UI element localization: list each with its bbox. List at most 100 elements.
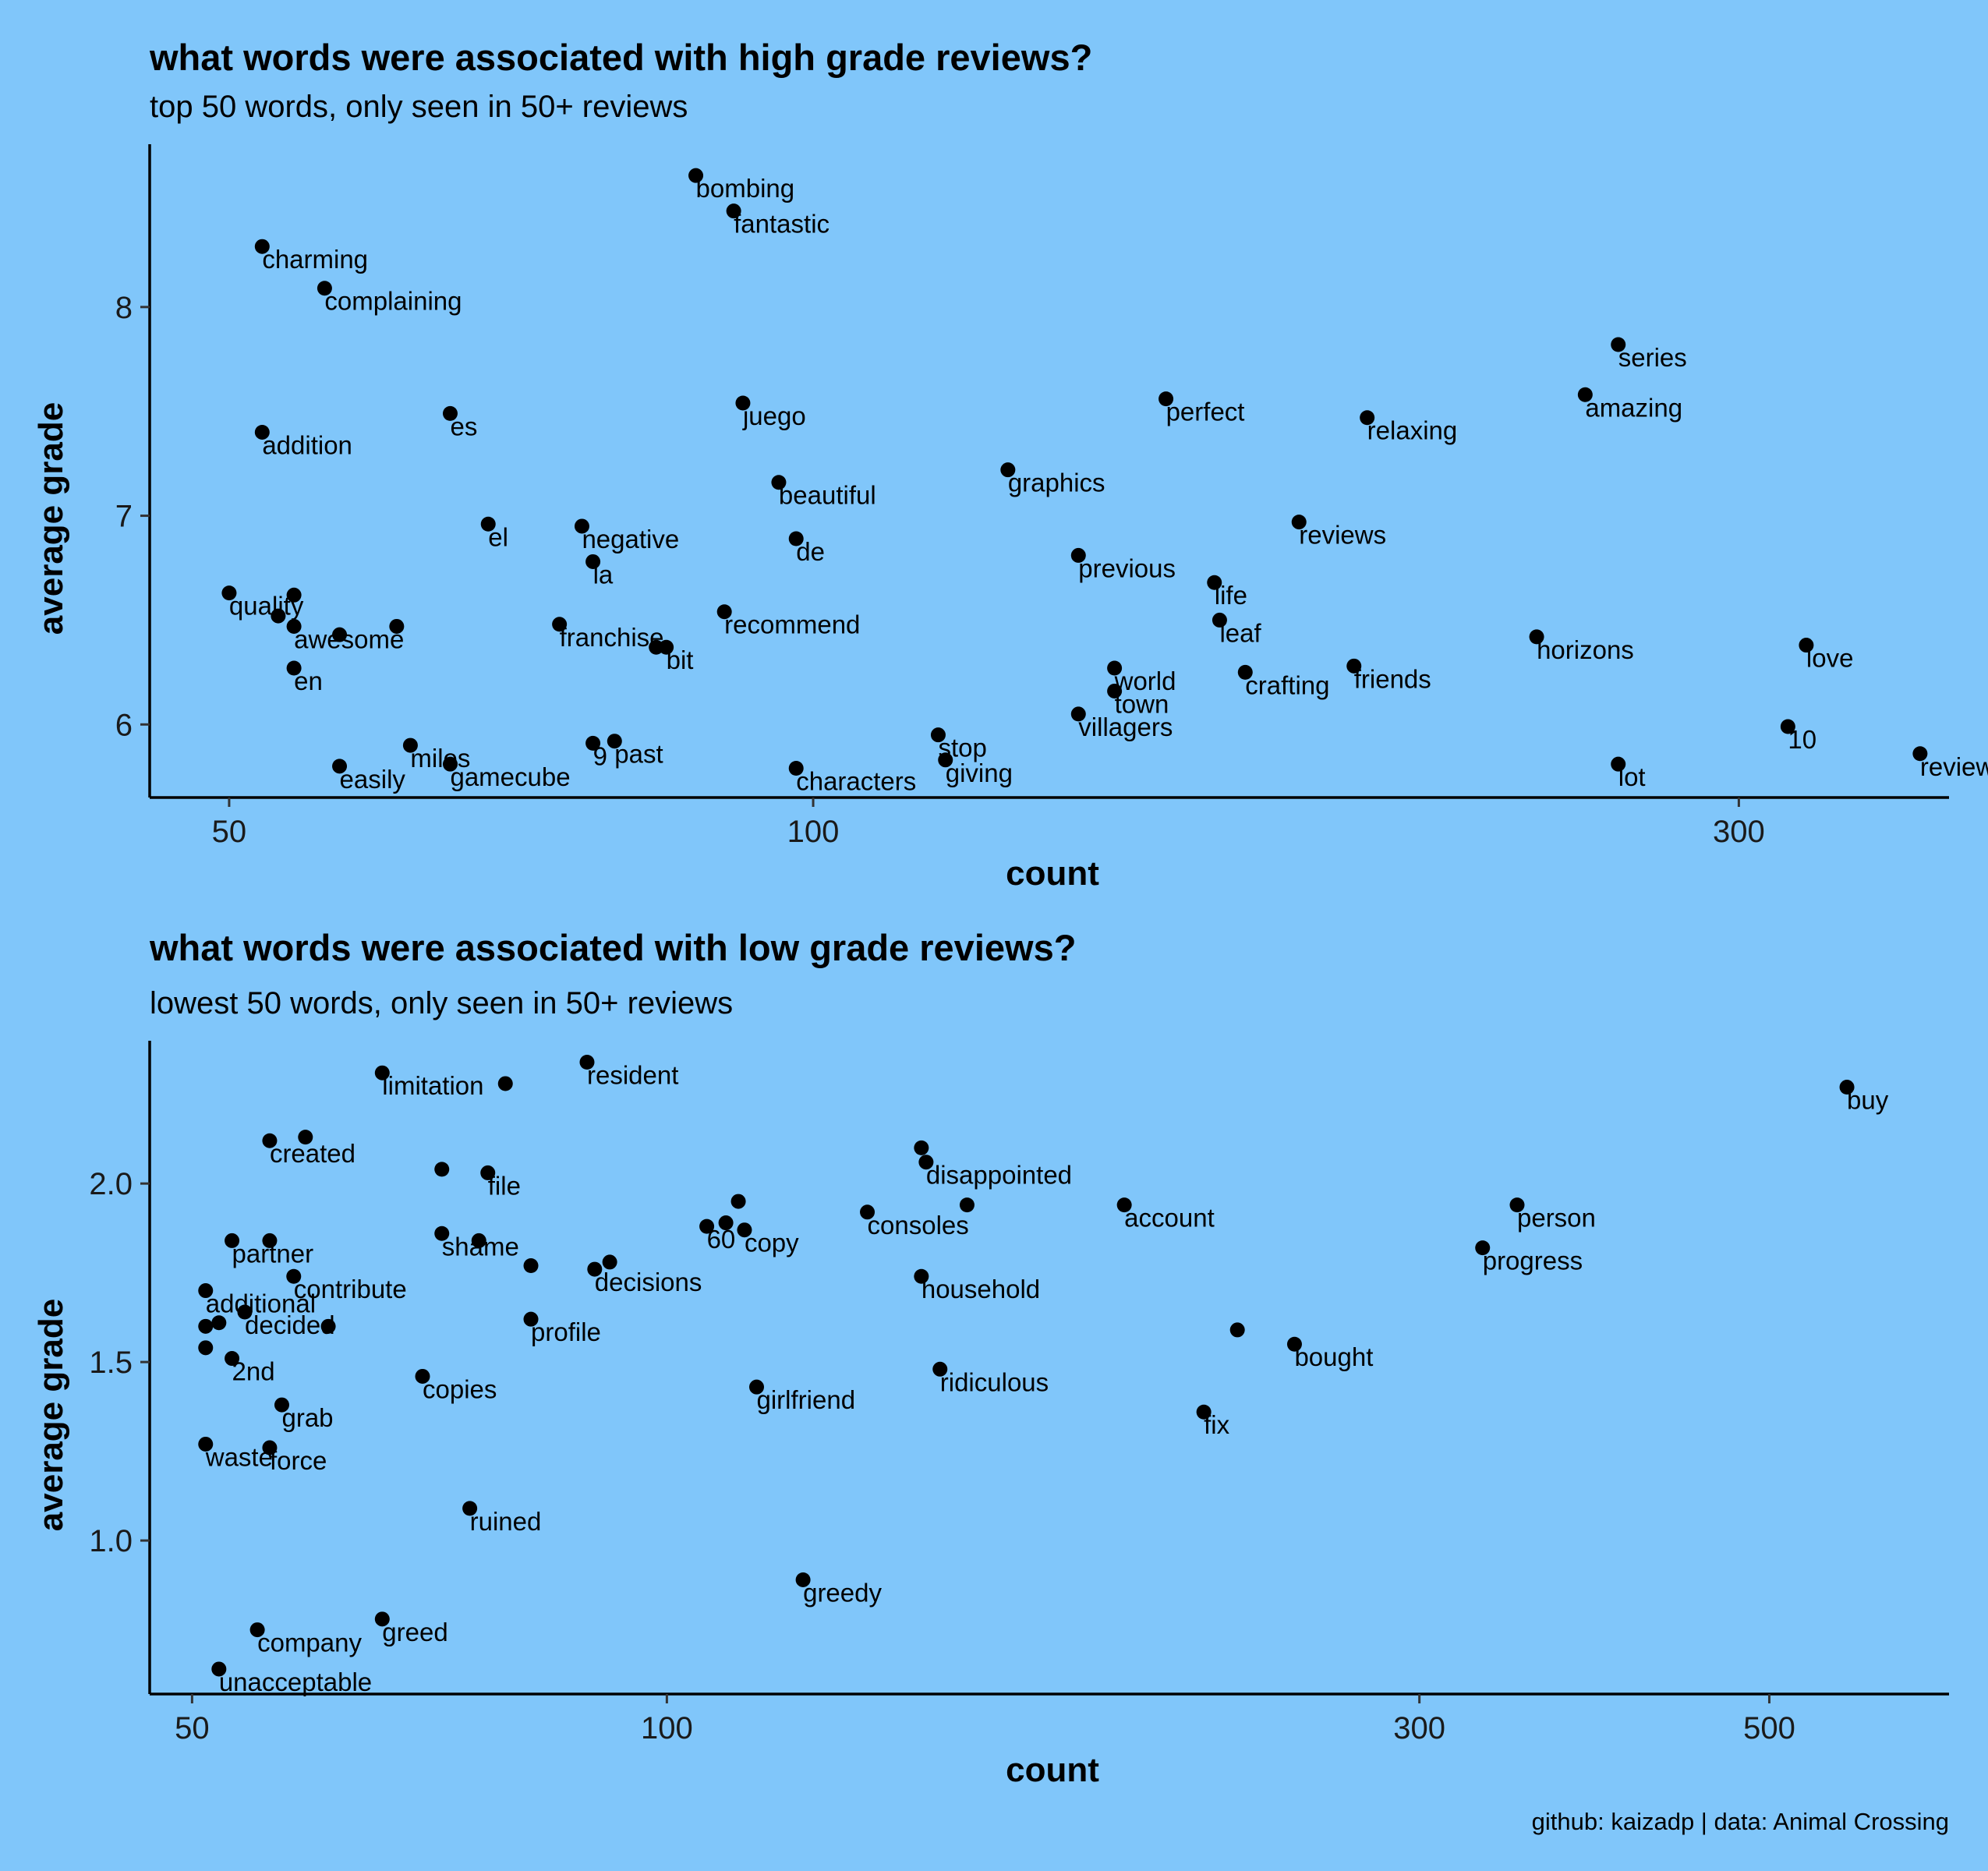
data-point [1780, 719, 1795, 734]
top-panel: what words were associated with high gra… [32, 37, 1988, 893]
data-point [860, 1204, 875, 1220]
data-point [237, 1304, 253, 1320]
data-point [1158, 391, 1174, 407]
data-point [1291, 515, 1307, 530]
data-point [480, 516, 496, 532]
data-point [1116, 1197, 1132, 1213]
data-point-label: waste [205, 1442, 273, 1471]
data-point [402, 737, 418, 753]
data-point [1912, 746, 1928, 762]
data-point [1196, 1404, 1212, 1420]
data-point [659, 639, 674, 655]
data-point [262, 1440, 278, 1455]
data-point [1475, 1240, 1491, 1256]
data-point-label: giving [946, 759, 1013, 787]
data-point-label: lot [1618, 762, 1646, 791]
y-tick-label: 8 [115, 291, 133, 325]
y-tick-label: 7 [115, 500, 133, 534]
data-point-label: 2nd [232, 1357, 275, 1386]
data-point-label: bombing [696, 174, 795, 203]
data-point-label: characters [796, 767, 916, 796]
data-point-label: addition [262, 430, 352, 459]
data-point-label: past [614, 740, 663, 769]
data-point [930, 727, 946, 743]
data-point [771, 475, 787, 490]
data-point [1839, 1080, 1855, 1095]
y-tick-label: 6 [115, 708, 133, 742]
x-tick-label: 300 [1713, 815, 1765, 849]
data-point [442, 405, 458, 421]
data-point [262, 1133, 278, 1148]
data-point [198, 1340, 214, 1356]
data-point-label: es [450, 412, 477, 440]
data-point [434, 1162, 450, 1177]
caption: github: kaizadp | data: Animal Crossing [1532, 1808, 1949, 1835]
top-x-axis-title: count [1006, 854, 1099, 893]
data-point-label: charming [262, 245, 368, 274]
data-point-label: amazing [1585, 393, 1682, 422]
data-point-label: profile [531, 1317, 601, 1346]
x-tick-label: 50 [175, 1711, 210, 1745]
data-point [332, 759, 348, 774]
data-point [332, 627, 348, 642]
data-point-label: 60 [707, 1225, 736, 1254]
bottom-chart-subtitle: lowest 50 words, only seen in 50+ review… [150, 986, 733, 1020]
data-point [221, 585, 237, 601]
data-point [718, 1215, 734, 1231]
data-point-label: relaxing [1367, 416, 1458, 445]
data-point-label: reviews [1299, 521, 1386, 550]
data-point [932, 1361, 948, 1377]
data-point [1237, 664, 1253, 680]
data-point-label: world [1114, 667, 1176, 695]
data-point [749, 1379, 765, 1395]
data-point-label: 10 [1788, 725, 1816, 754]
data-point [918, 1155, 934, 1170]
data-point [442, 756, 458, 772]
data-point [574, 518, 589, 534]
data-point-label: limitation [382, 1071, 483, 1100]
data-point [688, 168, 704, 183]
data-point-label: beautiful [779, 481, 876, 510]
data-point-label: en [294, 667, 323, 695]
data-point [271, 608, 286, 624]
data-point [374, 1611, 390, 1627]
data-point [286, 660, 302, 676]
data-point [286, 1268, 302, 1284]
data-point-label: resident [587, 1060, 678, 1089]
data-point [788, 761, 804, 776]
data-point [317, 281, 332, 296]
top-y-axis-title: average grade [32, 402, 70, 635]
data-point [1070, 547, 1086, 563]
data-point [737, 1222, 752, 1238]
data-point-label: progress [1483, 1247, 1583, 1275]
data-point [1207, 575, 1222, 590]
data-point [211, 1315, 227, 1331]
data-point [1107, 683, 1123, 699]
data-point-label: series [1618, 343, 1687, 372]
data-point-label: de [796, 537, 825, 566]
data-point-label: contribute [294, 1275, 407, 1303]
y-tick-label: 2.0 [89, 1167, 133, 1201]
top-plot-area: 6 7 8 50 100 300 bombing fantastic charming compl… [115, 144, 1988, 849]
data-point-label: fantastic [734, 210, 830, 239]
data-point-label: account [1124, 1204, 1215, 1233]
data-point [585, 554, 601, 569]
data-point [523, 1311, 539, 1327]
x-tick-label: 100 [641, 1711, 693, 1745]
data-point [298, 1130, 313, 1145]
data-point-label: leaf [1219, 618, 1261, 647]
data-point-label: fix [1204, 1410, 1230, 1439]
data-point [374, 1065, 390, 1081]
data-point-label: created [270, 1139, 356, 1168]
data-point [1799, 638, 1814, 653]
data-point-label: friends [1354, 664, 1431, 693]
data-point [415, 1368, 430, 1384]
data-point-label: complaining [324, 287, 462, 316]
data-point [198, 1318, 214, 1334]
data-point-label: negative [582, 525, 679, 554]
data-point-label: ridiculous [940, 1367, 1049, 1396]
data-point [1611, 756, 1626, 772]
data-point [254, 239, 270, 254]
data-point-label: unacceptable [219, 1668, 372, 1696]
